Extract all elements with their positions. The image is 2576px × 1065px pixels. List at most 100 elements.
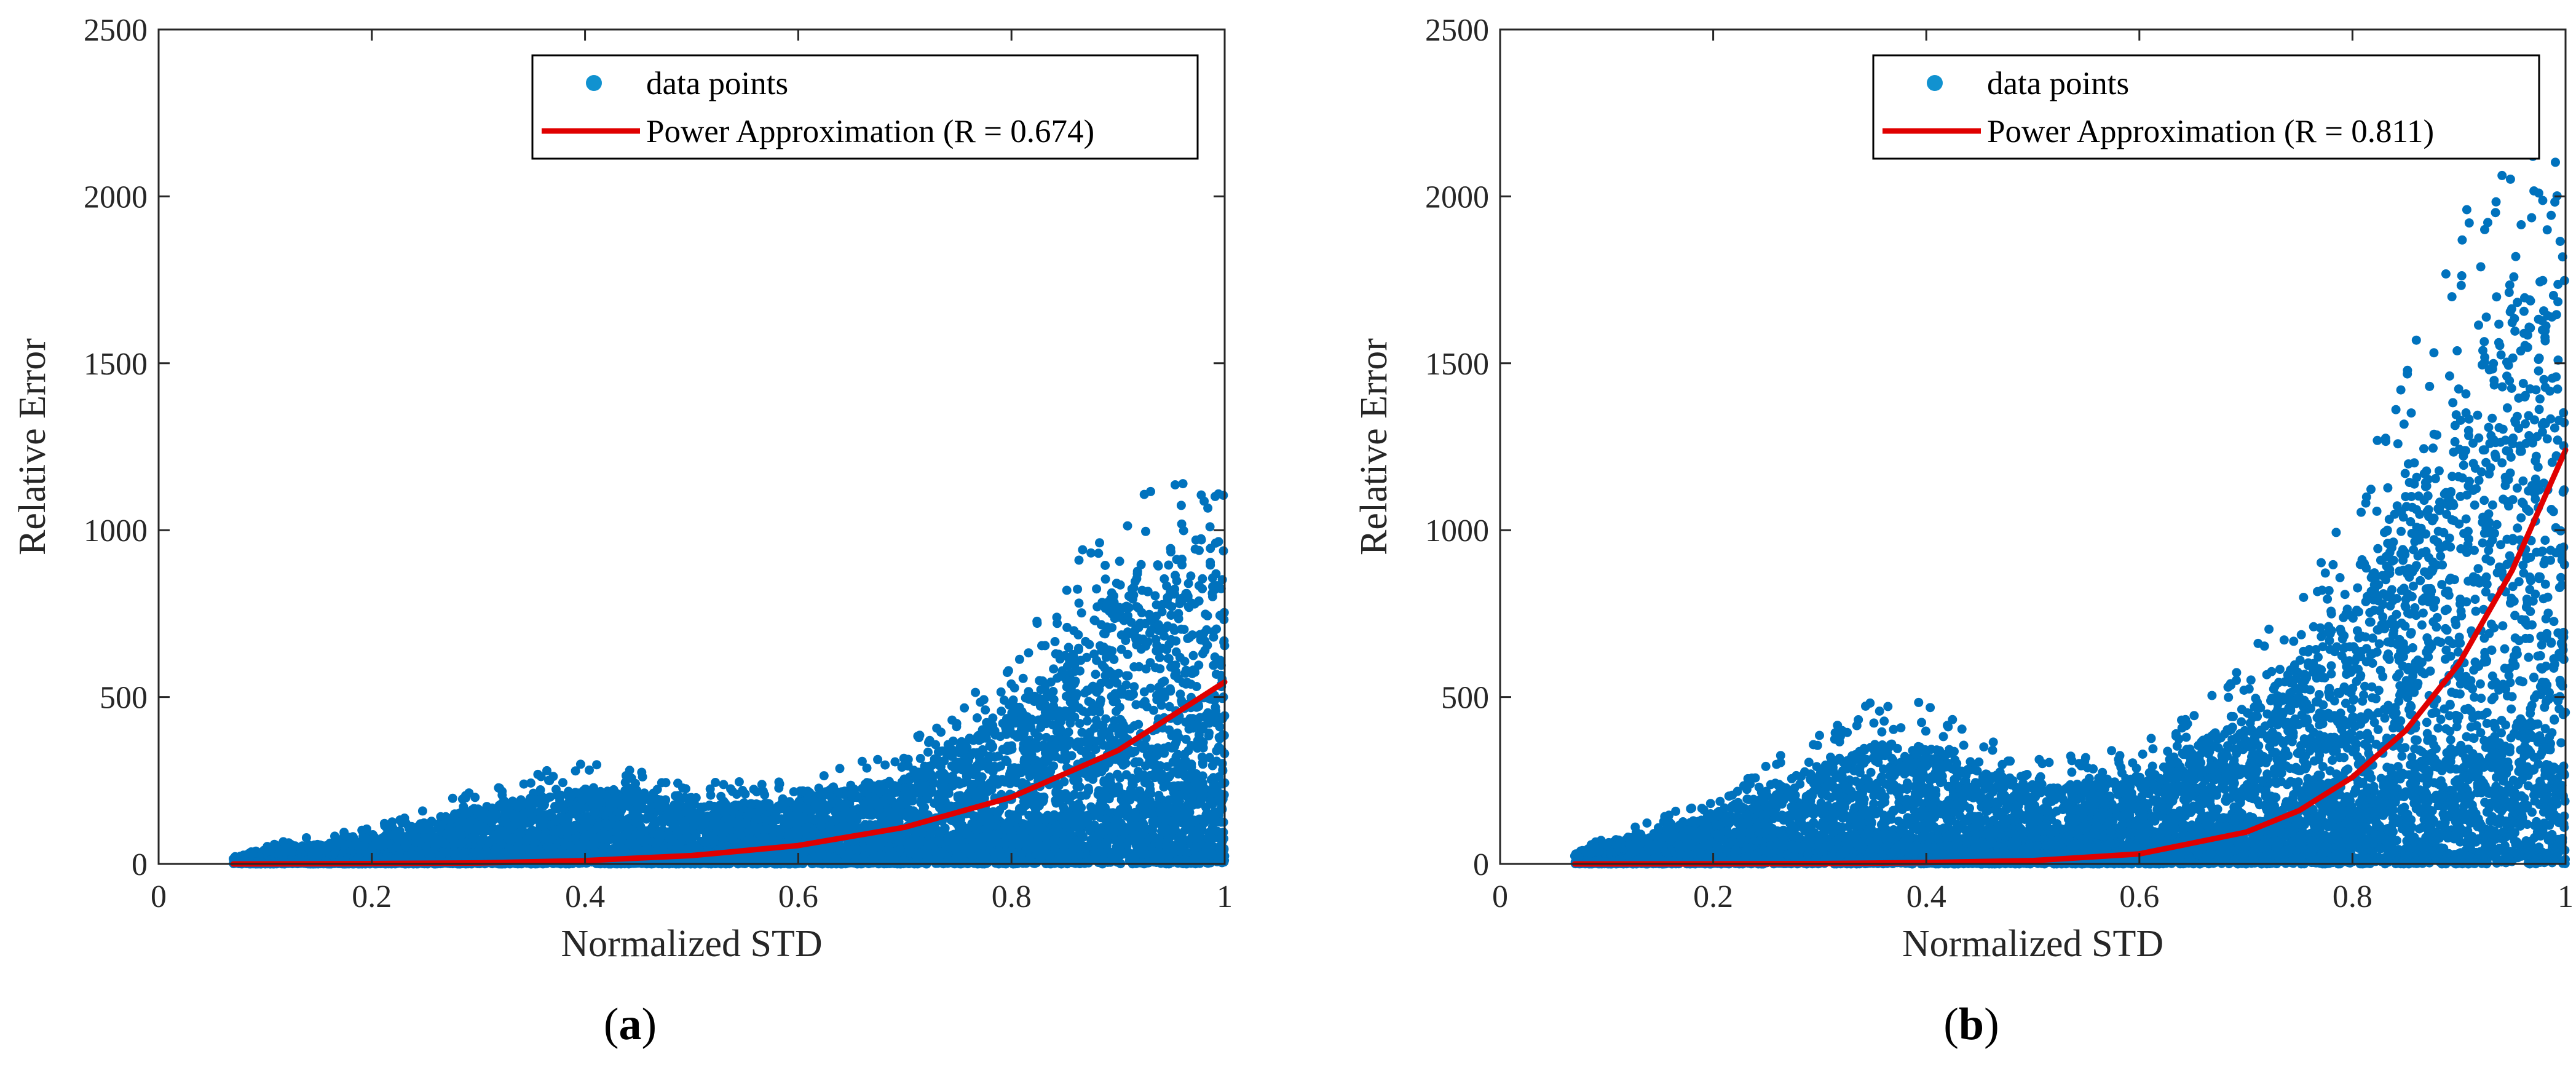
data-point [1129, 662, 1139, 671]
data-point [952, 719, 962, 729]
data-point [1073, 584, 1083, 594]
data-point [1005, 809, 1014, 819]
data-point [1186, 679, 1196, 689]
data-point [1166, 611, 1176, 620]
data-point [610, 788, 620, 798]
data-point [997, 707, 1006, 716]
data-point [1128, 594, 1137, 604]
data-point [1065, 718, 1075, 728]
data-point [1009, 683, 1019, 693]
data-point [936, 727, 946, 737]
data-point [1073, 737, 1083, 747]
data-point [1092, 655, 1102, 665]
data-point [1095, 538, 1104, 548]
data-point [1153, 560, 1163, 570]
data-point [1084, 786, 1094, 796]
data-point [1052, 612, 1062, 622]
data-point [1171, 480, 1180, 489]
data-point [897, 762, 907, 772]
data-point [1086, 548, 1096, 558]
data-point [719, 780, 729, 790]
data-point [960, 703, 970, 713]
data-point [1092, 584, 1102, 594]
data-point [1174, 609, 1183, 619]
data-point [1014, 654, 1024, 664]
data-point [1030, 728, 1040, 738]
data-point [1179, 526, 1188, 536]
data-point [1024, 648, 1033, 658]
data-point [417, 806, 427, 816]
data-point [1150, 591, 1160, 601]
data-point [448, 793, 457, 803]
data-point [1141, 664, 1151, 674]
data-point [1146, 683, 1155, 693]
data-point [1100, 574, 1110, 584]
data-point [1129, 682, 1139, 692]
data-point [734, 777, 744, 786]
data-point [681, 784, 690, 794]
data-point [953, 758, 963, 767]
data-point [592, 760, 602, 770]
data-point [1022, 738, 1032, 748]
data-point [585, 765, 594, 775]
data-point [1096, 678, 1106, 688]
data-point [1206, 560, 1215, 570]
data-point [1097, 643, 1107, 653]
data-point [1130, 758, 1140, 768]
data-point [1049, 664, 1059, 674]
data-point [752, 787, 762, 797]
data-point [1188, 630, 1197, 640]
data-point [461, 793, 470, 803]
data-point [558, 778, 567, 788]
data-point [1094, 548, 1104, 558]
data-point [1214, 732, 1224, 742]
data-point [1178, 479, 1188, 489]
data-point [1077, 727, 1087, 737]
data-point [1078, 545, 1088, 555]
data-point [1037, 641, 1046, 651]
data-point [571, 766, 580, 776]
data-point [1201, 609, 1211, 619]
data-point [1109, 655, 1119, 664]
data-point [1160, 743, 1169, 753]
data-point [1167, 602, 1177, 612]
data-point [988, 742, 998, 751]
data-point [1007, 741, 1016, 751]
data-point [948, 736, 958, 746]
data-point [536, 772, 546, 782]
data-point [1146, 486, 1155, 496]
data-point [1018, 673, 1028, 683]
data-point [996, 761, 1006, 771]
data-point [1091, 670, 1100, 679]
data-point [1062, 585, 1072, 595]
data-point [740, 789, 750, 799]
data-point [873, 754, 883, 764]
data-point [1211, 584, 1220, 594]
data-point [835, 764, 845, 774]
data-point [1211, 538, 1220, 548]
data-point [913, 731, 923, 741]
data-point [860, 820, 870, 829]
data-point [971, 687, 981, 697]
data-point [1190, 599, 1199, 609]
data-point [819, 771, 829, 781]
data-point [1196, 490, 1206, 500]
data-point [981, 705, 990, 715]
data-point [1050, 637, 1060, 646]
data-point [494, 783, 504, 793]
data-point [1203, 503, 1213, 513]
data-point [789, 787, 799, 797]
data-point [1176, 501, 1186, 510]
data-point [1115, 556, 1124, 566]
data-point [972, 713, 982, 723]
data-point [1179, 625, 1189, 635]
data-point [823, 801, 832, 811]
data-point [880, 760, 890, 770]
data-point [1150, 663, 1160, 673]
data-point [545, 776, 555, 786]
data-point [575, 759, 585, 769]
data-point [993, 808, 1003, 818]
data-point [1100, 561, 1110, 570]
data-point [1160, 574, 1169, 584]
